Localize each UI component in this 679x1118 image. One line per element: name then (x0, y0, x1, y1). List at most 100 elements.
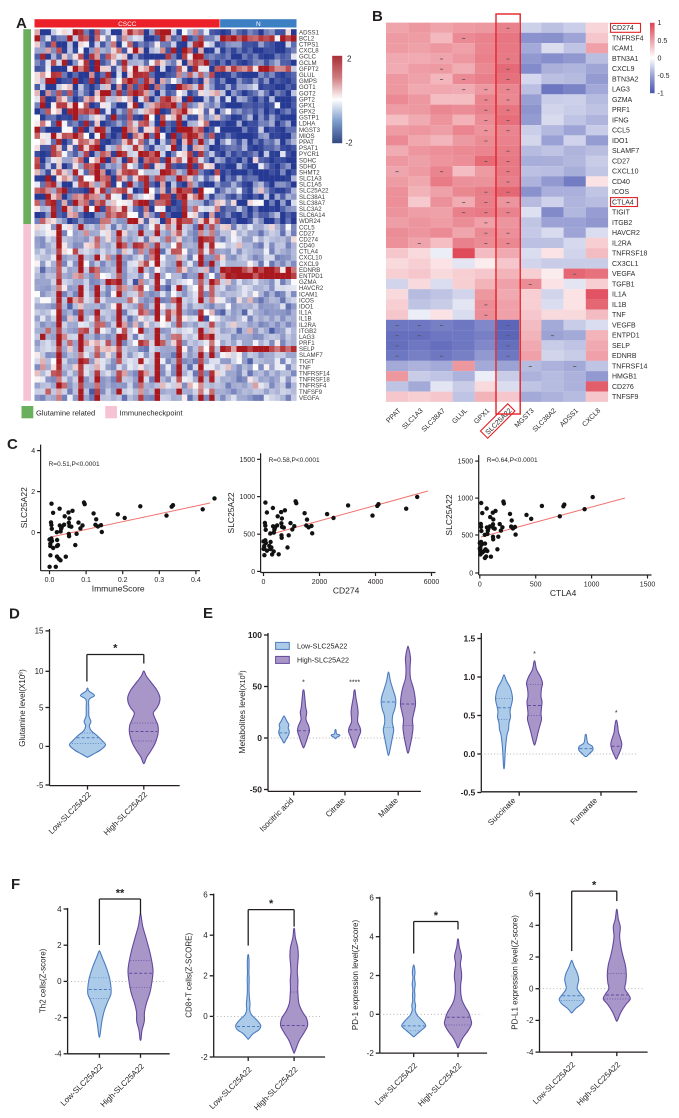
svg-text:500: 500 (530, 582, 542, 589)
svg-text:CD27: CD27 (612, 158, 630, 165)
svg-text:GZMA: GZMA (612, 97, 633, 104)
svg-text:SLAMF7: SLAMF7 (612, 148, 639, 155)
svg-text:TNFRSF4: TNFRSF4 (612, 35, 644, 42)
svg-text:0: 0 (369, 1010, 374, 1019)
svg-text:ENTPD1: ENTPD1 (299, 273, 324, 280)
svg-text:VEGFA: VEGFA (299, 395, 320, 402)
svg-text:2: 2 (529, 953, 534, 962)
svg-text:CD276: CD276 (612, 384, 634, 391)
svg-text:15: 15 (35, 627, 44, 636)
svg-text:1: 1 (658, 20, 662, 27)
svg-text:GOT2: GOT2 (299, 90, 316, 97)
svg-text:HMGB1: HMGB1 (612, 374, 637, 381)
svg-text:0: 0 (251, 569, 255, 576)
svg-text:CTLA4: CTLA4 (299, 249, 319, 256)
svg-text:VEGFA: VEGFA (612, 271, 636, 278)
svg-text:SLC1A3: SLC1A3 (299, 176, 322, 183)
svg-text:F: F (11, 876, 20, 893)
svg-text:GOT1: GOT1 (299, 84, 316, 91)
svg-text:CTPS1: CTPS1 (299, 42, 319, 49)
svg-text:-5: -5 (36, 781, 44, 790)
svg-text:IL1B: IL1B (299, 316, 312, 323)
svg-text:**: ** (116, 888, 125, 900)
svg-text:2: 2 (203, 972, 208, 981)
svg-text:ICOS: ICOS (299, 297, 314, 304)
svg-text:1000: 1000 (458, 496, 474, 503)
svg-text:6: 6 (203, 890, 208, 899)
svg-text:CCL5: CCL5 (299, 224, 315, 231)
svg-text:1.5: 1.5 (463, 634, 475, 644)
svg-text:CXCL10: CXCL10 (299, 255, 323, 262)
svg-text:R=0.51,P<0.0001: R=0.51,P<0.0001 (49, 461, 100, 468)
svg-text:TNFRSF14: TNFRSF14 (612, 363, 648, 370)
svg-text:PD-1 expression level(Z-score): PD-1 expression level(Z-score) (351, 920, 360, 1031)
svg-text:TNFSF9: TNFSF9 (612, 394, 639, 401)
svg-text:1000: 1000 (584, 582, 600, 589)
svg-text:IL2RA: IL2RA (612, 240, 632, 247)
svg-text:1.0: 1.0 (463, 672, 475, 682)
svg-text:-50: -50 (250, 785, 263, 795)
svg-text:CXCL9: CXCL9 (612, 66, 635, 73)
svg-text:TNF: TNF (612, 312, 626, 319)
svg-text:GSTP1: GSTP1 (299, 115, 320, 122)
svg-text:SELP: SELP (299, 346, 315, 353)
svg-text:****: **** (349, 680, 360, 687)
svg-text:*: * (113, 643, 118, 655)
svg-text:TNFRSF18: TNFRSF18 (299, 377, 330, 384)
svg-text:10: 10 (35, 667, 44, 676)
svg-text:1500: 1500 (458, 459, 474, 466)
svg-text:PSAT1: PSAT1 (299, 145, 318, 152)
svg-text:CXCL10: CXCL10 (612, 169, 639, 176)
svg-text:IDO1: IDO1 (612, 138, 628, 145)
svg-text:TNF: TNF (299, 364, 311, 371)
svg-text:GCLM: GCLM (299, 60, 317, 67)
svg-text:SLC6A14: SLC6A14 (299, 212, 326, 219)
svg-text:SLC25A22: SLC25A22 (19, 487, 29, 528)
svg-text:R=0.64,P<0.0001: R=0.64,P<0.0001 (487, 457, 538, 464)
svg-text:IL1A: IL1A (299, 310, 312, 317)
svg-text:-2: -2 (201, 1053, 209, 1062)
svg-text:*: * (269, 898, 274, 910)
svg-text:E: E (203, 605, 213, 622)
svg-text:*: * (302, 680, 305, 687)
svg-text:6: 6 (369, 894, 374, 903)
svg-text:CD274: CD274 (612, 25, 634, 32)
svg-text:LAG3: LAG3 (299, 334, 315, 341)
svg-text:CCL5: CCL5 (612, 128, 630, 135)
svg-text:-2: -2 (526, 1016, 534, 1025)
svg-text:0: 0 (57, 977, 62, 986)
svg-text:Low-SLC25A22: Low-SLC25A22 (297, 642, 347, 651)
svg-text:EDNRB: EDNRB (299, 267, 320, 274)
svg-text:Glutamine related: Glutamine related (36, 409, 95, 418)
svg-text:0: 0 (203, 1012, 208, 1021)
svg-text:CSCC: CSCC (118, 21, 137, 28)
svg-text:6000: 6000 (424, 579, 440, 586)
svg-text:0.1: 0.1 (81, 577, 91, 584)
svg-text:CD27: CD27 (299, 230, 315, 237)
svg-text:Immunecheckpoint: Immunecheckpoint (120, 409, 184, 418)
svg-text:0: 0 (658, 55, 662, 62)
svg-text:Glutamine level(X106): Glutamine level(X106) (18, 669, 27, 747)
svg-text:SLC3A2: SLC3A2 (299, 206, 322, 213)
svg-text:ITGB2: ITGB2 (612, 220, 632, 227)
svg-text:SLC1A5: SLC1A5 (299, 182, 322, 189)
svg-text:CD40: CD40 (612, 179, 630, 186)
svg-text:-2: -2 (54, 1013, 62, 1022)
svg-text:High-SLC25A22: High-SLC25A22 (297, 656, 349, 665)
svg-text:WDR24: WDR24 (299, 218, 321, 225)
svg-text:1000: 1000 (240, 494, 256, 501)
svg-text:0: 0 (262, 579, 266, 586)
svg-text:MGST3: MGST3 (299, 127, 321, 134)
svg-text:ITGB2: ITGB2 (299, 328, 317, 335)
svg-text:0.0: 0.0 (463, 749, 475, 759)
svg-text:2: 2 (31, 489, 35, 496)
svg-text:MIOS: MIOS (299, 133, 315, 140)
svg-text:BTN3A2: BTN3A2 (612, 76, 639, 83)
svg-text:*: * (592, 880, 597, 892)
svg-text:0.5: 0.5 (658, 38, 668, 45)
svg-text:-1: -1 (658, 91, 664, 98)
svg-text:ICAM1: ICAM1 (612, 46, 634, 53)
svg-text:2: 2 (347, 55, 352, 64)
svg-text:500: 500 (462, 533, 474, 540)
svg-text:-0.5: -0.5 (461, 788, 476, 798)
